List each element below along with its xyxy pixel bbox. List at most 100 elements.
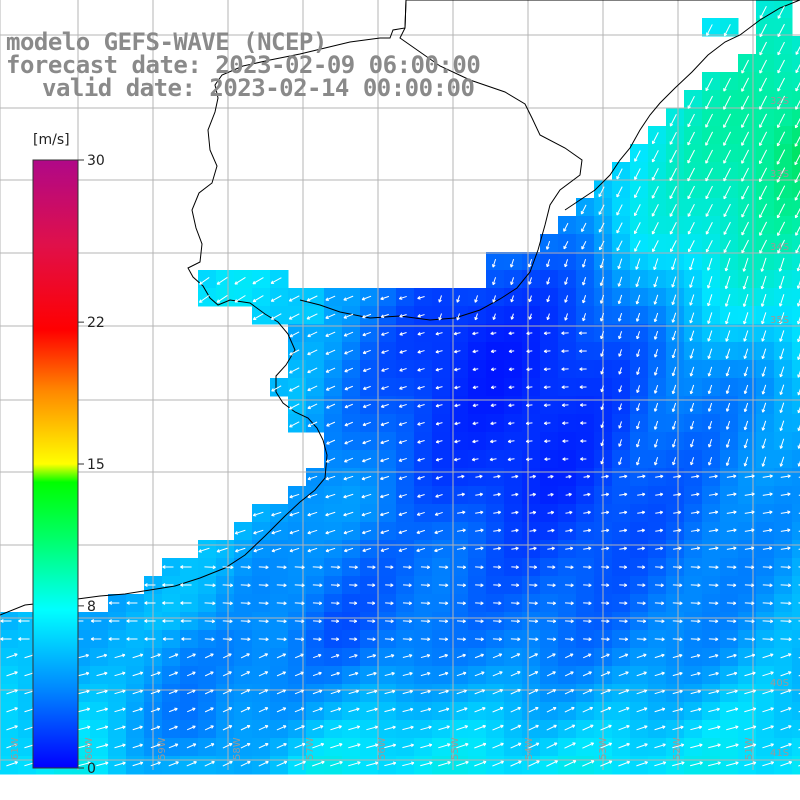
wind-arrow bbox=[330, 671, 340, 677]
wind-arrow bbox=[778, 294, 785, 307]
wind-arrow bbox=[417, 476, 425, 480]
wind-arrow bbox=[362, 403, 371, 409]
wind-arrow bbox=[601, 510, 610, 515]
wind-arrow bbox=[366, 725, 379, 731]
wind-arrow bbox=[490, 349, 497, 354]
wind-arrow bbox=[651, 186, 659, 199]
wind-arrow bbox=[780, 619, 792, 624]
wind-arrow bbox=[708, 707, 720, 713]
wind-arrow bbox=[312, 760, 325, 767]
wind-arrow bbox=[689, 330, 695, 342]
wind-arrow bbox=[325, 457, 336, 463]
wind-arrow bbox=[222, 619, 233, 624]
wind-arrow bbox=[276, 760, 288, 767]
wind-arrow bbox=[6, 689, 18, 695]
wind-arrow bbox=[725, 384, 731, 394]
wind-arrow bbox=[288, 313, 300, 320]
wind-arrow bbox=[474, 295, 478, 303]
wind-arrow bbox=[689, 366, 695, 377]
wind-arrow bbox=[456, 313, 460, 321]
wind-arrow bbox=[653, 258, 659, 271]
wind-arrow bbox=[240, 707, 251, 713]
wind-arrow bbox=[762, 565, 773, 570]
wind-arrow bbox=[619, 546, 628, 551]
wind-arrow bbox=[543, 349, 551, 354]
wind-arrow bbox=[543, 367, 551, 372]
wind-arrow bbox=[741, 95, 750, 110]
wind-arrow bbox=[180, 583, 192, 587]
wind-arrow bbox=[617, 258, 623, 270]
wind-arrow bbox=[180, 565, 192, 569]
wind-arrow bbox=[456, 725, 469, 731]
wind-arrow bbox=[384, 637, 395, 642]
wind-arrow bbox=[762, 492, 773, 497]
wind-arrow bbox=[456, 689, 467, 695]
wind-arrow bbox=[490, 367, 497, 372]
wind-arrow bbox=[673, 510, 682, 515]
wind-arrow bbox=[651, 222, 659, 235]
wind-arrow bbox=[581, 240, 587, 250]
wind-arrow bbox=[761, 348, 767, 360]
wind-arrow bbox=[474, 724, 486, 731]
wind-arrow bbox=[361, 493, 372, 499]
wind-arrow bbox=[492, 742, 504, 749]
wind-arrow bbox=[474, 653, 484, 659]
wind-arrow bbox=[454, 439, 461, 444]
wind-arrow bbox=[758, 167, 768, 183]
wind-arrow bbox=[398, 421, 407, 426]
wind-arrow bbox=[330, 743, 343, 749]
wind-arrow bbox=[600, 331, 605, 340]
wind-arrow bbox=[778, 275, 785, 290]
wind-arrow bbox=[326, 439, 336, 445]
wind-arrow bbox=[705, 131, 714, 146]
wind-arrow bbox=[760, 294, 767, 307]
wind-arrow bbox=[348, 689, 360, 695]
wind-arrow bbox=[294, 689, 305, 695]
wind-arrow bbox=[563, 241, 569, 250]
wind-arrow bbox=[707, 294, 713, 307]
wind-arrow bbox=[689, 348, 695, 359]
wind-arrow bbox=[708, 583, 719, 588]
wind-arrow bbox=[619, 619, 628, 624]
wind-arrow bbox=[366, 671, 377, 677]
wind-arrow bbox=[331, 619, 340, 624]
wind-arrow bbox=[705, 113, 714, 128]
wind-arrow bbox=[616, 222, 623, 234]
wind-arrow bbox=[637, 546, 645, 551]
wind-arrow bbox=[162, 583, 174, 587]
wind-arrow bbox=[144, 637, 156, 641]
wind-arrow bbox=[456, 295, 460, 303]
wind-arrow bbox=[744, 743, 757, 749]
wind-arrow bbox=[0, 637, 12, 641]
wind-arrow bbox=[687, 149, 695, 164]
wind-arrow bbox=[198, 294, 210, 303]
wind-arrow bbox=[181, 637, 192, 641]
wind-arrow bbox=[723, 149, 732, 164]
wind-arrow bbox=[438, 295, 442, 303]
wind-arrow bbox=[526, 367, 533, 372]
wind-arrow bbox=[635, 258, 641, 270]
wind-arrow bbox=[780, 725, 792, 731]
wind-arrow bbox=[108, 637, 120, 641]
wind-arrow bbox=[344, 439, 354, 445]
wind-arrow bbox=[6, 725, 18, 731]
wind-arrow bbox=[633, 222, 641, 235]
wind-arrow bbox=[252, 313, 264, 321]
wind-arrow bbox=[669, 222, 677, 235]
wind-arrow bbox=[240, 689, 251, 695]
wind-arrow bbox=[655, 510, 664, 515]
wind-arrow bbox=[546, 760, 558, 767]
lon-label: 61W bbox=[10, 737, 21, 760]
wind-arrow bbox=[258, 671, 269, 677]
wind-arrow bbox=[349, 583, 358, 588]
wind-arrow bbox=[525, 403, 533, 408]
wind-arrow bbox=[240, 653, 250, 659]
wind-arrow bbox=[726, 761, 739, 767]
wind-arrow bbox=[90, 619, 102, 623]
wind-arrow bbox=[708, 725, 721, 731]
wind-arrow bbox=[402, 707, 414, 713]
wind-arrow bbox=[653, 384, 659, 394]
wind-arrow bbox=[258, 653, 269, 659]
wind-arrow bbox=[307, 421, 318, 427]
wind-arrow bbox=[546, 601, 556, 606]
